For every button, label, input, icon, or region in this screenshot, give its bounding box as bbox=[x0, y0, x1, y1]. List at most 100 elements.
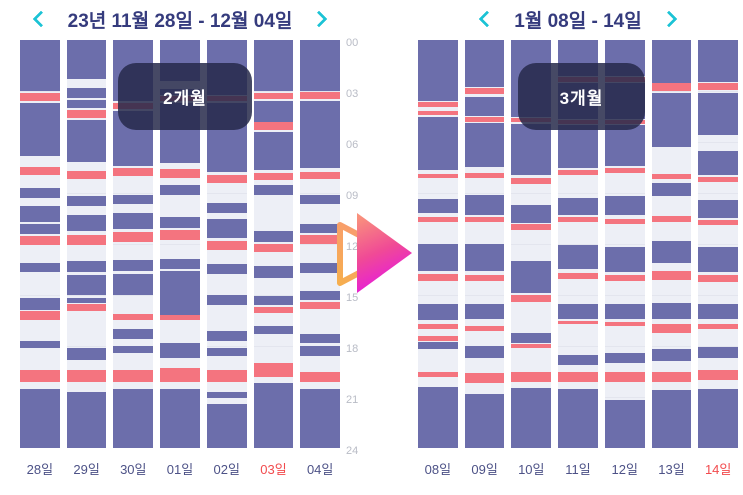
sleep-segment bbox=[113, 212, 154, 229]
sleep-segment bbox=[253, 40, 294, 91]
day-column-14일 bbox=[698, 40, 739, 448]
pink-segment bbox=[113, 313, 154, 321]
chevron-left-icon[interactable] bbox=[474, 8, 496, 30]
sleep-segment bbox=[113, 346, 154, 353]
time-tick-15: 15 bbox=[346, 292, 359, 304]
pink-segment bbox=[253, 306, 294, 313]
pink-segment bbox=[160, 169, 200, 178]
sleep-segment bbox=[160, 388, 200, 448]
day-label-14일: 14일 bbox=[704, 462, 732, 477]
sleep-segment bbox=[253, 295, 294, 306]
day-column-29일 bbox=[66, 40, 107, 448]
pink-segment bbox=[651, 174, 692, 179]
gridline bbox=[66, 193, 107, 194]
day-column-28일 bbox=[20, 40, 60, 448]
sleep-segment bbox=[113, 260, 154, 272]
sleep-segment bbox=[253, 101, 294, 122]
sleep-segment bbox=[66, 100, 107, 108]
pink-segment bbox=[558, 272, 598, 279]
sleep-segment bbox=[651, 390, 692, 448]
sleep-segment bbox=[66, 40, 107, 80]
pink-segment bbox=[464, 117, 505, 123]
sleep-segment bbox=[253, 266, 294, 278]
pink-segment bbox=[20, 235, 60, 245]
day-column-04일 bbox=[300, 40, 341, 448]
sleep-segment bbox=[300, 224, 341, 233]
sleep-segment bbox=[418, 40, 458, 102]
sleep-segment bbox=[511, 261, 552, 294]
gridline bbox=[113, 244, 154, 245]
sleep-segment bbox=[253, 325, 294, 335]
sleep-segment bbox=[206, 264, 247, 274]
sleep-segment bbox=[464, 96, 505, 117]
sleep-segment bbox=[418, 341, 458, 350]
sleep-segment bbox=[698, 346, 739, 358]
sleep-segment bbox=[511, 204, 552, 223]
gridline bbox=[604, 397, 645, 398]
pink-segment bbox=[113, 167, 154, 176]
gridline bbox=[253, 346, 294, 347]
sleep-segment bbox=[160, 259, 200, 269]
gridline bbox=[604, 193, 645, 194]
time-tick-09: 09 bbox=[346, 190, 359, 202]
sleep-segment bbox=[113, 388, 154, 448]
pink-segment bbox=[300, 171, 341, 180]
gridline bbox=[206, 346, 247, 347]
chevron-left-icon[interactable] bbox=[28, 8, 50, 30]
sleep-segment bbox=[651, 302, 692, 319]
sleep-segment bbox=[558, 198, 598, 216]
gridline bbox=[300, 244, 341, 245]
sleep-segment bbox=[558, 354, 598, 365]
pink-segment bbox=[698, 274, 739, 283]
gridline bbox=[558, 346, 598, 347]
sleep-segment bbox=[66, 391, 107, 448]
sleep-segment bbox=[66, 261, 107, 273]
pink-segment bbox=[20, 92, 60, 102]
pink-segment bbox=[160, 229, 200, 240]
pink-segment bbox=[20, 369, 60, 382]
sleep-segment bbox=[698, 40, 739, 82]
gridline bbox=[698, 193, 739, 194]
day-label-08일: 08일 bbox=[424, 462, 452, 477]
pink-segment bbox=[698, 369, 739, 380]
sleep-segment bbox=[253, 383, 294, 448]
sleep-segment bbox=[300, 346, 341, 357]
pink-segment bbox=[418, 273, 458, 282]
pink-segment bbox=[418, 110, 458, 115]
pink-segment bbox=[253, 172, 294, 181]
sleep-segment bbox=[66, 215, 107, 232]
sleep-segment bbox=[66, 196, 107, 206]
sleep-segment bbox=[604, 125, 645, 166]
sleep-segment bbox=[253, 131, 294, 171]
chevron-right-icon[interactable] bbox=[310, 8, 332, 30]
day-label-09일: 09일 bbox=[471, 462, 498, 477]
gridline bbox=[651, 91, 692, 92]
pink-segment bbox=[604, 168, 645, 174]
gridline bbox=[20, 91, 60, 92]
pink-segment bbox=[253, 92, 294, 100]
pink-segment bbox=[651, 271, 692, 280]
pink-segment bbox=[253, 244, 294, 253]
gridline bbox=[160, 244, 200, 245]
right-week-header: 1월 08일 - 14일 bbox=[418, 3, 738, 35]
day-label-12일: 12일 bbox=[611, 462, 638, 477]
sleep-segment bbox=[418, 116, 458, 171]
day-label-28일: 28일 bbox=[26, 462, 54, 477]
chevron-right-icon[interactable] bbox=[660, 8, 682, 30]
pink-segment bbox=[253, 122, 294, 131]
sleep-segment bbox=[698, 303, 739, 319]
pink-segment bbox=[698, 82, 739, 91]
pink-segment bbox=[300, 234, 341, 244]
sleep-segment bbox=[464, 393, 505, 448]
day-label-13일: 13일 bbox=[658, 462, 685, 477]
pink-segment bbox=[651, 371, 692, 382]
sleep-segment bbox=[604, 304, 645, 319]
gridline bbox=[604, 346, 645, 347]
right-date-range-title: 1월 08일 - 14일 bbox=[514, 10, 642, 32]
gridline bbox=[604, 244, 645, 245]
pink-segment bbox=[418, 335, 458, 341]
sleep-segment bbox=[300, 194, 341, 205]
sleep-segment bbox=[464, 303, 505, 319]
sleep-segment bbox=[464, 346, 505, 358]
